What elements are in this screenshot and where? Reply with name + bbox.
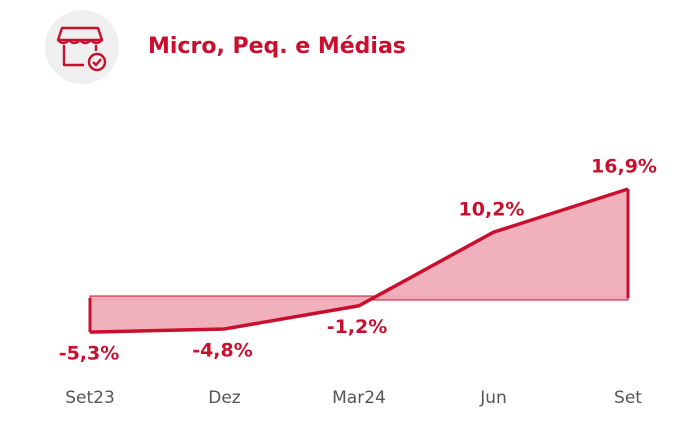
- icon-background: [45, 10, 119, 84]
- x-tick-label: Mar24: [332, 388, 386, 408]
- value-label: -5,3%: [59, 343, 120, 365]
- line: [89, 187, 629, 334]
- x-tick-label: Jun: [479, 388, 507, 408]
- x-tick-label: Set: [614, 388, 642, 408]
- value-label: 16,9%: [591, 155, 657, 177]
- value-label: -4,8%: [192, 339, 253, 361]
- x-tick-label: Dez: [208, 388, 241, 408]
- chart-title: Micro, Peq. e Médias: [148, 34, 406, 59]
- area: [90, 188, 628, 333]
- value-label: 10,2%: [459, 199, 525, 221]
- x-tick-label: Set23: [65, 388, 115, 408]
- store-icon: [56, 26, 107, 72]
- value-label: -1,2%: [327, 316, 388, 338]
